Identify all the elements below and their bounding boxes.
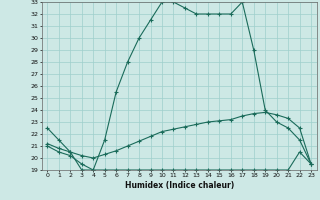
X-axis label: Humidex (Indice chaleur): Humidex (Indice chaleur) xyxy=(124,181,234,190)
